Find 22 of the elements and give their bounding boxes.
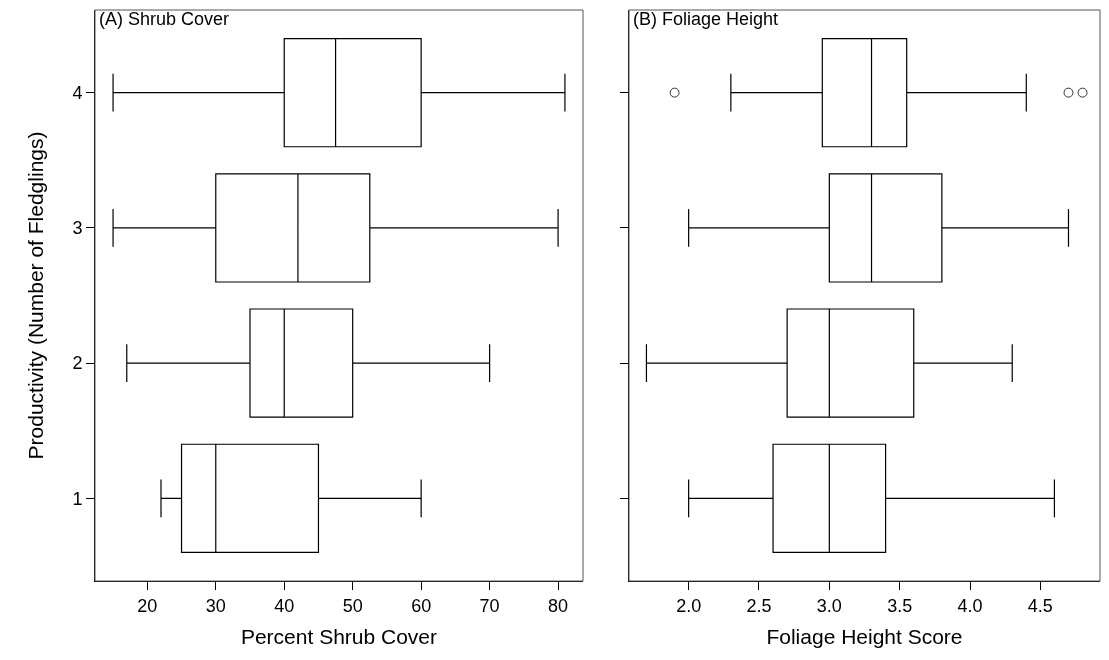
x-tick-label: 60 [411, 595, 432, 616]
x-tick-label: 50 [342, 595, 363, 616]
y-tick-label: 4 [72, 82, 83, 103]
x-tick-label: 2.5 [746, 595, 772, 616]
x-tick-label: 4.5 [1027, 595, 1053, 616]
chart-title: (B) Foliage Height [633, 9, 779, 29]
y-axis-title: Productivity (Number of Fledglings) [24, 131, 47, 460]
x-tick-label: 3.0 [816, 595, 842, 616]
x-tick-label: 3.5 [887, 595, 913, 616]
chart-title: (A) Shrub Cover [99, 9, 230, 29]
y-tick-label: 2 [72, 353, 83, 374]
x-axis-title: Percent Shrub Cover [240, 624, 438, 648]
x-tick-label: 4.0 [957, 595, 983, 616]
x-tick-label: 20 [137, 595, 158, 616]
x-tick-label: 70 [479, 595, 500, 616]
x-tick-label: 80 [548, 595, 569, 616]
x-tick-label: 30 [205, 595, 226, 616]
y-tick-label: 3 [72, 218, 83, 239]
x-tick-label: 40 [274, 595, 295, 616]
x-tick-label: 2.0 [676, 595, 702, 616]
x-axis-title: Foliage Height Score [766, 624, 963, 648]
y-tick-label: 1 [72, 488, 83, 509]
